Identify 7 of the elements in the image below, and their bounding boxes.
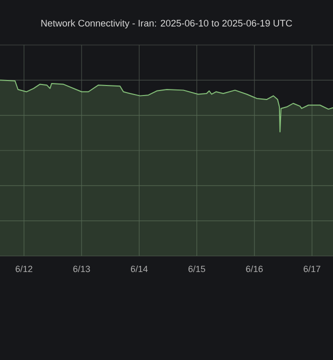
x-tick-label: 6/14 (130, 266, 148, 272)
x-tick-label: 6/16 (246, 266, 263, 272)
x-tick-label: 6/17 (304, 266, 320, 272)
x-tick-label: 6/13 (73, 266, 90, 272)
x-tick-label: 6/12 (16, 266, 32, 272)
x-tick-label: 6/15 (188, 266, 206, 272)
chart-title: Network Connectivity - Iran: 2025-06-10 to 2025-06-19 UTC (41, 20, 292, 28)
